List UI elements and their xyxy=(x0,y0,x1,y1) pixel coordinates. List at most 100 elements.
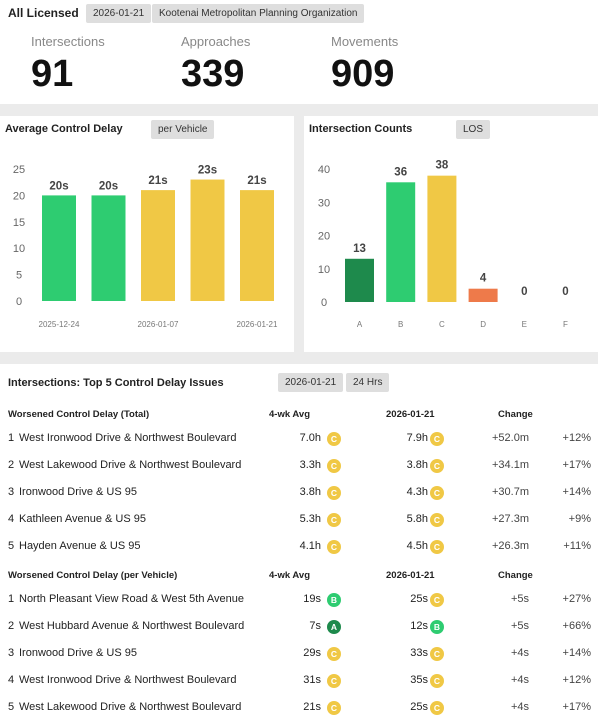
summary-date-pill[interactable]: 2026-01-21 xyxy=(86,4,152,23)
intersection-name: North Pleasant View Road & West 5th Aven… xyxy=(19,593,245,605)
column-header: Worsened Control Delay (per Vehicle) xyxy=(8,570,178,581)
x-tick-label: C xyxy=(439,320,445,329)
change-percent: +9% xyxy=(568,513,591,525)
current-value: 25s xyxy=(410,701,428,713)
four-week-avg: 5.3h xyxy=(299,513,321,525)
y-tick-label: 25 xyxy=(13,164,25,176)
change-percent: +17% xyxy=(562,459,591,471)
intersection-name: West Hubbard Avenue & Northwest Boulevar… xyxy=(19,620,245,632)
delay-bar[interactable] xyxy=(42,195,76,301)
delay-chart: 0 5 10 15 20 25 20s 20s 21s 23s 21s 2025-12-24 2026-… xyxy=(13,164,278,329)
column-header: 4-wk Avg xyxy=(269,570,311,581)
bar-value-label: 0 xyxy=(562,286,568,298)
los-badge: C xyxy=(430,432,444,446)
row-rank: 5 xyxy=(8,540,15,552)
los-badge: C xyxy=(327,432,341,446)
los-badge: B xyxy=(327,593,341,607)
x-tick-label: F xyxy=(563,320,568,329)
column-header: 2026-01-21 xyxy=(386,570,435,581)
y-tick-label: 20 xyxy=(318,231,330,243)
counts-chart-title: Intersection Counts xyxy=(309,123,413,135)
delay-bar[interactable] xyxy=(141,190,175,301)
los-badge: C xyxy=(327,486,341,500)
four-week-avg: 7s xyxy=(309,620,321,632)
change-value: +4s xyxy=(510,674,529,686)
bar-value-label: 21s xyxy=(148,175,167,187)
y-tick-label: 5 xyxy=(16,270,22,282)
delay-bar[interactable] xyxy=(91,195,126,301)
intersection-name: West Lakewood Drive & Northwest Boulevar… xyxy=(19,701,242,713)
bar-value-label: 13 xyxy=(353,243,366,255)
los-badge: C xyxy=(327,540,341,554)
four-week-avg: 3.3h xyxy=(299,459,321,471)
current-value: 12s xyxy=(410,620,428,632)
four-week-avg: 31s xyxy=(303,674,321,686)
summary-title: All Licensed xyxy=(8,6,79,20)
per-vehicle-pill[interactable]: per Vehicle xyxy=(151,120,215,139)
los-badge: C xyxy=(430,459,444,473)
los-bar-c[interactable] xyxy=(427,175,457,302)
table-row[interactable]: 4 West Ironwood Drive & Northwest Bouleva… xyxy=(0,668,598,694)
table-date-pill[interactable]: 2026-01-21 xyxy=(278,373,344,392)
table-row[interactable]: 1 West Ironwood Drive & Northwest Bouleva… xyxy=(0,426,598,452)
los-badge: C xyxy=(430,674,444,688)
summary-card: All Licensed 2026-01-21 Kootenai Metropo… xyxy=(0,0,598,104)
row-rank: 2 xyxy=(8,620,15,632)
delay-bar[interactable] xyxy=(240,190,274,301)
x-tick-label: 2026-01-21 xyxy=(237,320,278,329)
section-header: Worsened Control Delay (Total) 4-wk Avg 20… xyxy=(0,407,598,423)
los-badge: C xyxy=(430,647,444,661)
bar-value-label: 38 xyxy=(436,160,449,172)
los-badge: C xyxy=(430,593,444,607)
column-header: 2026-01-21 xyxy=(386,409,435,420)
y-tick-label: 20 xyxy=(13,190,25,202)
four-week-avg: 19s xyxy=(303,593,321,605)
four-week-avg: 4.1h xyxy=(299,540,321,552)
change-percent: +14% xyxy=(562,486,591,498)
row-rank: 1 xyxy=(8,593,15,605)
los-badge: C xyxy=(430,701,444,715)
row-rank: 4 xyxy=(8,674,15,686)
table-row[interactable]: 1 North Pleasant View Road & West 5th Ave… xyxy=(0,587,598,613)
row-rank: 4 xyxy=(8,513,15,525)
change-value: +52.0m xyxy=(492,432,529,444)
los-bar-d[interactable] xyxy=(468,288,498,302)
current-value: 33s xyxy=(410,647,428,659)
los-badge: C xyxy=(430,486,444,500)
los-pill[interactable]: LOS xyxy=(456,120,491,139)
current-value: 4.5h xyxy=(406,540,428,552)
intersection-name: West Ironwood Drive & Northwest Boulevar… xyxy=(19,432,237,444)
section-header: Worsened Control Delay (per Vehicle) 4-wk… xyxy=(0,568,598,584)
los-badge: C xyxy=(327,674,341,688)
table-row[interactable]: 3 Ironwood Drive & US 95 29s C 33s C +4s +14% xyxy=(0,641,598,667)
los-badge: B xyxy=(430,620,444,634)
intersection-name: West Ironwood Drive & Northwest Boulevar… xyxy=(19,674,237,686)
table-row[interactable]: 2 West Lakewood Drive & Northwest Bouleva… xyxy=(0,453,598,479)
table-title: Intersections: Top 5 Control Delay Issue… xyxy=(8,377,224,389)
table-row[interactable]: 3 Ironwood Drive & US 95 3.8h C 4.3h C +30.7m +… xyxy=(0,480,598,506)
los-bar-b[interactable] xyxy=(386,182,416,302)
los-badge: A xyxy=(327,620,341,634)
stat-label: Intersections xyxy=(31,34,105,49)
delay-bar[interactable] xyxy=(190,179,225,301)
y-tick-label: 40 xyxy=(318,164,330,176)
change-value: +30.7m xyxy=(492,486,529,498)
intersection-name: Ironwood Drive & US 95 xyxy=(19,647,137,659)
change-percent: +14% xyxy=(562,647,591,659)
counts-chart: 0 10 20 30 40 13 A 36 B 38 C 4 D 0 E 0 F xyxy=(318,160,569,329)
summary-org-pill[interactable]: Kootenai Metropolitan Planning Organizat… xyxy=(152,4,365,23)
table-row[interactable]: 5 West Lakewood Drive & Northwest Bouleva… xyxy=(0,695,598,717)
change-percent: +12% xyxy=(562,674,591,686)
y-tick-label: 30 xyxy=(318,197,330,209)
bar-value-label: 4 xyxy=(480,273,487,285)
table-row[interactable]: 2 West Hubbard Avenue & Northwest Bouleva… xyxy=(0,614,598,640)
stat-value: 339 xyxy=(181,53,245,95)
change-value: +27.3m xyxy=(492,513,529,525)
los-bar-a[interactable] xyxy=(345,258,374,302)
x-tick-label: E xyxy=(522,320,527,329)
table-row[interactable]: 5 Hayden Avenue & US 95 4.1h C 4.5h C +26.3m +1… xyxy=(0,534,598,560)
table-row[interactable]: 4 Kathleen Avenue & US 95 5.3h C 5.8h C +27.3m… xyxy=(0,507,598,533)
four-week-avg: 7.0h xyxy=(299,432,321,444)
table-period-pill[interactable]: 24 Hrs xyxy=(346,373,390,392)
change-value: +5s xyxy=(510,593,529,605)
